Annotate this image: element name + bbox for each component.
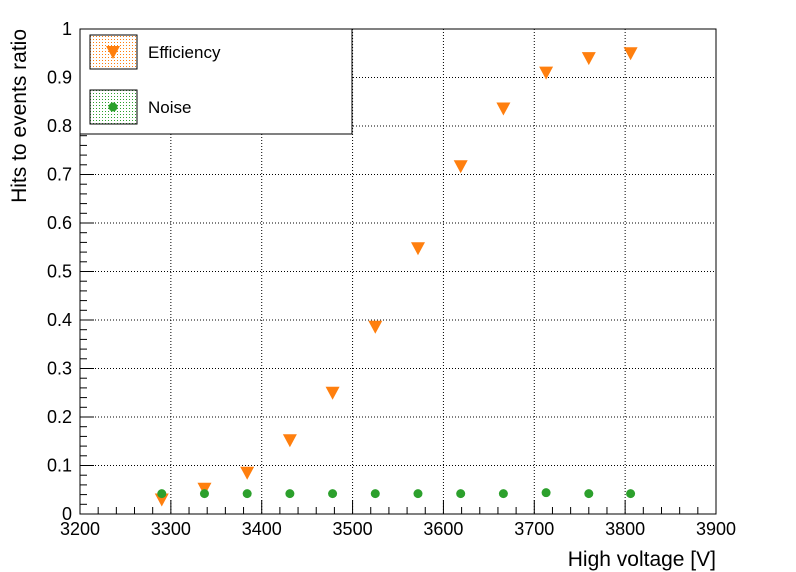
y-tick-label: 0.1 xyxy=(47,456,72,476)
y-tick-label: 0.7 xyxy=(47,165,72,185)
efficiency-point xyxy=(154,493,169,507)
y-tick-label: 0.8 xyxy=(47,116,72,136)
x-axis-title: High voltage [V] xyxy=(568,548,716,571)
efficiency-point xyxy=(325,386,340,400)
efficiency-point xyxy=(240,466,255,480)
x-tick-label: 3800 xyxy=(605,519,645,539)
noise-point xyxy=(541,488,551,498)
axis-ticks xyxy=(79,28,717,515)
y-tick-label: 0 xyxy=(62,504,72,524)
efficiency-point xyxy=(496,102,511,116)
data-points xyxy=(154,47,638,507)
efficiency-point xyxy=(282,434,297,448)
x-tick-label: 3600 xyxy=(423,519,463,539)
noise-point xyxy=(456,489,466,499)
x-tick-label: 3700 xyxy=(514,519,554,539)
y-tick-label: 0.2 xyxy=(47,407,72,427)
y-tick-label: 0.9 xyxy=(47,68,72,88)
legend-label-noise: Noise xyxy=(148,98,191,117)
x-tick-label: 3500 xyxy=(333,519,373,539)
efficiency-point xyxy=(623,47,638,61)
efficiency-point xyxy=(410,242,425,256)
noise-point xyxy=(199,489,209,499)
y-tick-labels: 0 0.1 0.2 0.3 0.4 0.5 0.6 0.7 0.8 0.9 1 xyxy=(47,19,72,524)
efficiency-point xyxy=(539,66,554,80)
legend-marker-noise xyxy=(108,102,118,112)
y-tick-label: 1 xyxy=(62,19,72,39)
noise-point xyxy=(242,489,252,499)
noise-point xyxy=(328,489,338,499)
y-tick-label: 0.4 xyxy=(47,310,72,330)
noise-point xyxy=(626,489,636,499)
x-tick-label: 3200 xyxy=(60,519,100,539)
efficiency-point xyxy=(368,320,383,334)
noise-point xyxy=(584,489,594,499)
y-axis-title: Hits to events ratio xyxy=(8,29,31,203)
noise-point xyxy=(285,489,295,499)
x-tick-label: 3300 xyxy=(151,519,191,539)
y-tick-label: 0.6 xyxy=(47,213,72,233)
noise-point xyxy=(370,489,380,499)
legend-marker-efficiency xyxy=(106,46,120,59)
y-tick-label: 0.5 xyxy=(47,262,72,282)
noise-point xyxy=(157,489,167,499)
noise-point xyxy=(498,489,508,499)
legend-label-efficiency: Efficiency xyxy=(148,43,221,62)
noise-point xyxy=(413,489,423,499)
x-tick-label: 3900 xyxy=(696,519,736,539)
efficiency-point xyxy=(581,52,596,66)
x-tick-labels: 3200 3300 3400 3500 3600 3700 3800 3900 xyxy=(60,519,736,539)
x-tick-label: 3400 xyxy=(242,519,282,539)
efficiency-point xyxy=(453,160,468,174)
y-tick-label: 0.3 xyxy=(47,359,72,379)
legend: Efficiency Noise xyxy=(79,28,353,135)
